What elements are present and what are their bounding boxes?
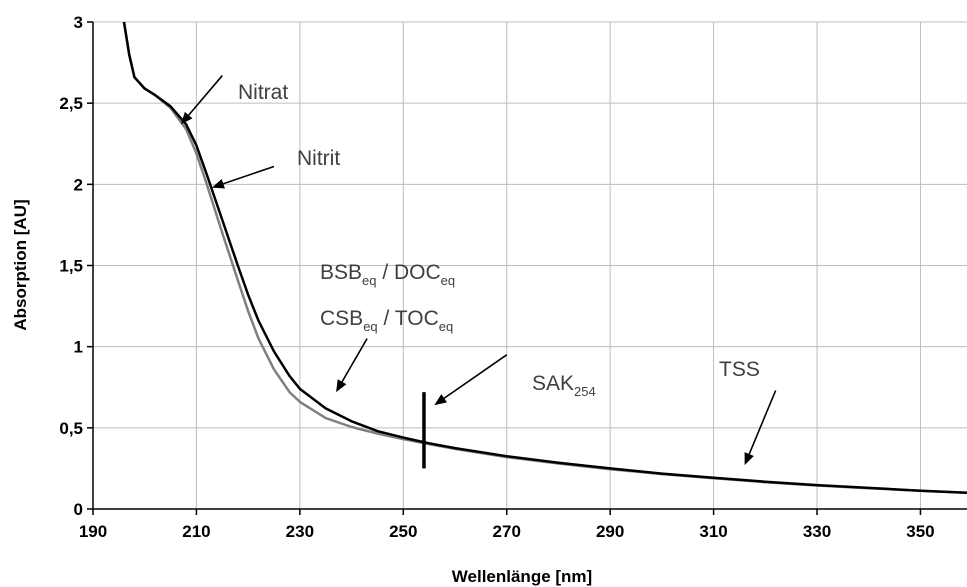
x-tick-label: 190 <box>79 522 107 541</box>
x-tick-labels: 190 210 230 250 270 290 310 330 350 <box>79 509 935 541</box>
x-tick-label: 350 <box>906 522 934 541</box>
series-lines <box>122 21 967 495</box>
annotation-arrow-head <box>180 111 193 125</box>
annotation-arrow-line <box>443 354 508 399</box>
y-axis-title: Absorption [AU] <box>11 199 30 330</box>
annotation-csb-toc: CSBeq / TOCeq <box>320 307 453 334</box>
x-tick-label: 230 <box>286 522 314 541</box>
gridlines <box>93 21 967 509</box>
annotation-arrow-head <box>211 178 225 189</box>
annotation-arrows <box>180 75 777 466</box>
y-tick-labels: 0 0,5 1 1,5 2 2,5 3 <box>59 13 93 519</box>
x-tick-label: 270 <box>493 522 521 541</box>
annotation-nitrat: Nitrat <box>238 81 288 104</box>
y-tick-label: 2 <box>74 175 83 194</box>
x-axis-title: Wellenlänge [nm] <box>452 567 592 586</box>
x-tick-label: 290 <box>596 522 624 541</box>
x-tick-label: 250 <box>389 522 417 541</box>
x-tick-label: 210 <box>182 522 210 541</box>
annotation-arrow-head <box>744 452 754 466</box>
x-tick-label: 310 <box>699 522 727 541</box>
annotation-tss: TSS <box>719 358 760 381</box>
annotation-arrow-line <box>223 165 275 185</box>
annotation-arrow-head <box>336 379 347 393</box>
series-line-2 <box>122 21 967 495</box>
annotation-arrow-line <box>341 338 368 383</box>
annotation-nitrit: Nitrit <box>297 147 340 170</box>
y-tick-label: 3 <box>74 13 83 32</box>
y-tick-label: 0 <box>74 500 83 519</box>
y-tick-label: 1 <box>74 338 83 357</box>
annotation-bsb-doc: BSBeq / DOCeq <box>320 261 455 288</box>
x-tick-label: 330 <box>803 522 831 541</box>
annotation-sak254: SAK254 <box>532 372 596 399</box>
annotation-arrow-line <box>188 75 223 116</box>
annotation-arrow-line <box>748 390 777 455</box>
y-tick-label: 2,5 <box>59 94 83 113</box>
annotation-arrow-head <box>434 394 448 406</box>
y-tick-label: 0,5 <box>59 419 83 438</box>
y-tick-label: 1,5 <box>59 257 83 276</box>
